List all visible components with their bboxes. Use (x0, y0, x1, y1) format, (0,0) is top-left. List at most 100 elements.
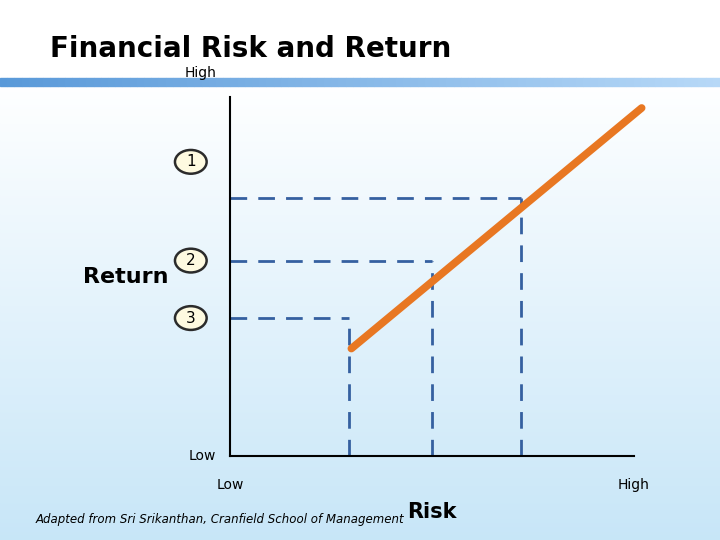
Bar (0, 167, 720, 169)
Bar (50, 78, 58, 86)
Bar (410, 78, 418, 86)
Bar (0, 305, 720, 306)
Bar (0, 442, 720, 443)
Bar (0, 277, 720, 279)
Bar (202, 78, 209, 86)
Text: Low: Low (189, 449, 216, 463)
Bar (0, 340, 720, 341)
Bar (0, 0, 720, 78)
Bar (0, 205, 720, 206)
Bar (209, 78, 216, 86)
Bar (0, 379, 720, 380)
Bar (0, 158, 720, 160)
Bar (0, 84, 720, 86)
Bar (0, 475, 720, 477)
Bar (0, 145, 720, 146)
Bar (0, 349, 720, 350)
Bar (0, 434, 720, 435)
Bar (0, 83, 720, 84)
Bar (0, 350, 720, 352)
Bar (0, 394, 720, 395)
Bar (504, 78, 511, 86)
Bar (562, 78, 569, 86)
Bar (0, 226, 720, 227)
Bar (0, 417, 720, 418)
Bar (0, 285, 720, 286)
Bar (583, 78, 590, 86)
Bar (662, 78, 670, 86)
Bar (418, 78, 425, 86)
Bar (374, 78, 382, 86)
Bar (0, 181, 720, 183)
Bar (274, 78, 281, 86)
Bar (0, 301, 720, 303)
Bar (0, 220, 720, 221)
Bar (0, 451, 720, 453)
Circle shape (175, 249, 207, 273)
Bar (360, 78, 367, 86)
Text: 2: 2 (186, 253, 196, 268)
Bar (0, 126, 720, 127)
Bar (43, 78, 50, 86)
Circle shape (175, 306, 207, 330)
Bar (0, 189, 720, 191)
Text: 1: 1 (186, 154, 196, 170)
Bar (281, 78, 288, 86)
Bar (0, 272, 720, 274)
Bar (0, 206, 720, 207)
Bar (0, 509, 720, 511)
Bar (0, 221, 720, 223)
Bar (691, 78, 698, 86)
Bar (0, 506, 720, 508)
Bar (0, 392, 720, 394)
Bar (0, 508, 720, 509)
Bar (0, 360, 720, 361)
Bar (0, 355, 720, 357)
Bar (230, 78, 238, 86)
Bar (0, 411, 720, 412)
Bar (158, 78, 166, 86)
Bar (0, 330, 720, 332)
Bar (0, 289, 720, 291)
Bar (0, 238, 720, 240)
Bar (0, 511, 720, 512)
Bar (0, 252, 720, 254)
Bar (0, 464, 720, 466)
Bar (0, 383, 720, 384)
Bar (0, 254, 720, 255)
Bar (0, 482, 720, 483)
Bar (0, 395, 720, 397)
Bar (0, 443, 720, 444)
Bar (0, 388, 720, 389)
Bar (0, 292, 720, 294)
Bar (0, 449, 720, 451)
Bar (0, 201, 720, 203)
Bar (0, 380, 720, 381)
Bar (0, 408, 720, 409)
Bar (0, 384, 720, 386)
Bar (115, 78, 122, 86)
Bar (490, 78, 497, 86)
Bar (396, 78, 403, 86)
Bar (0, 409, 720, 411)
Bar (0, 374, 720, 375)
Bar (0, 348, 720, 349)
Bar (0, 535, 720, 537)
Bar (0, 138, 720, 140)
Bar (0, 375, 720, 377)
Bar (0, 275, 720, 277)
Bar (0, 234, 720, 235)
Bar (0, 156, 720, 157)
Bar (0, 194, 720, 195)
Bar (0, 497, 720, 498)
Bar (677, 78, 684, 86)
Bar (0, 423, 720, 424)
Bar (94, 78, 101, 86)
Bar (0, 211, 720, 212)
Bar (0, 283, 720, 285)
Bar (0, 317, 720, 319)
Bar (151, 78, 158, 86)
Text: Risk: Risk (408, 502, 456, 522)
Bar (0, 235, 720, 237)
Bar (0, 477, 720, 478)
